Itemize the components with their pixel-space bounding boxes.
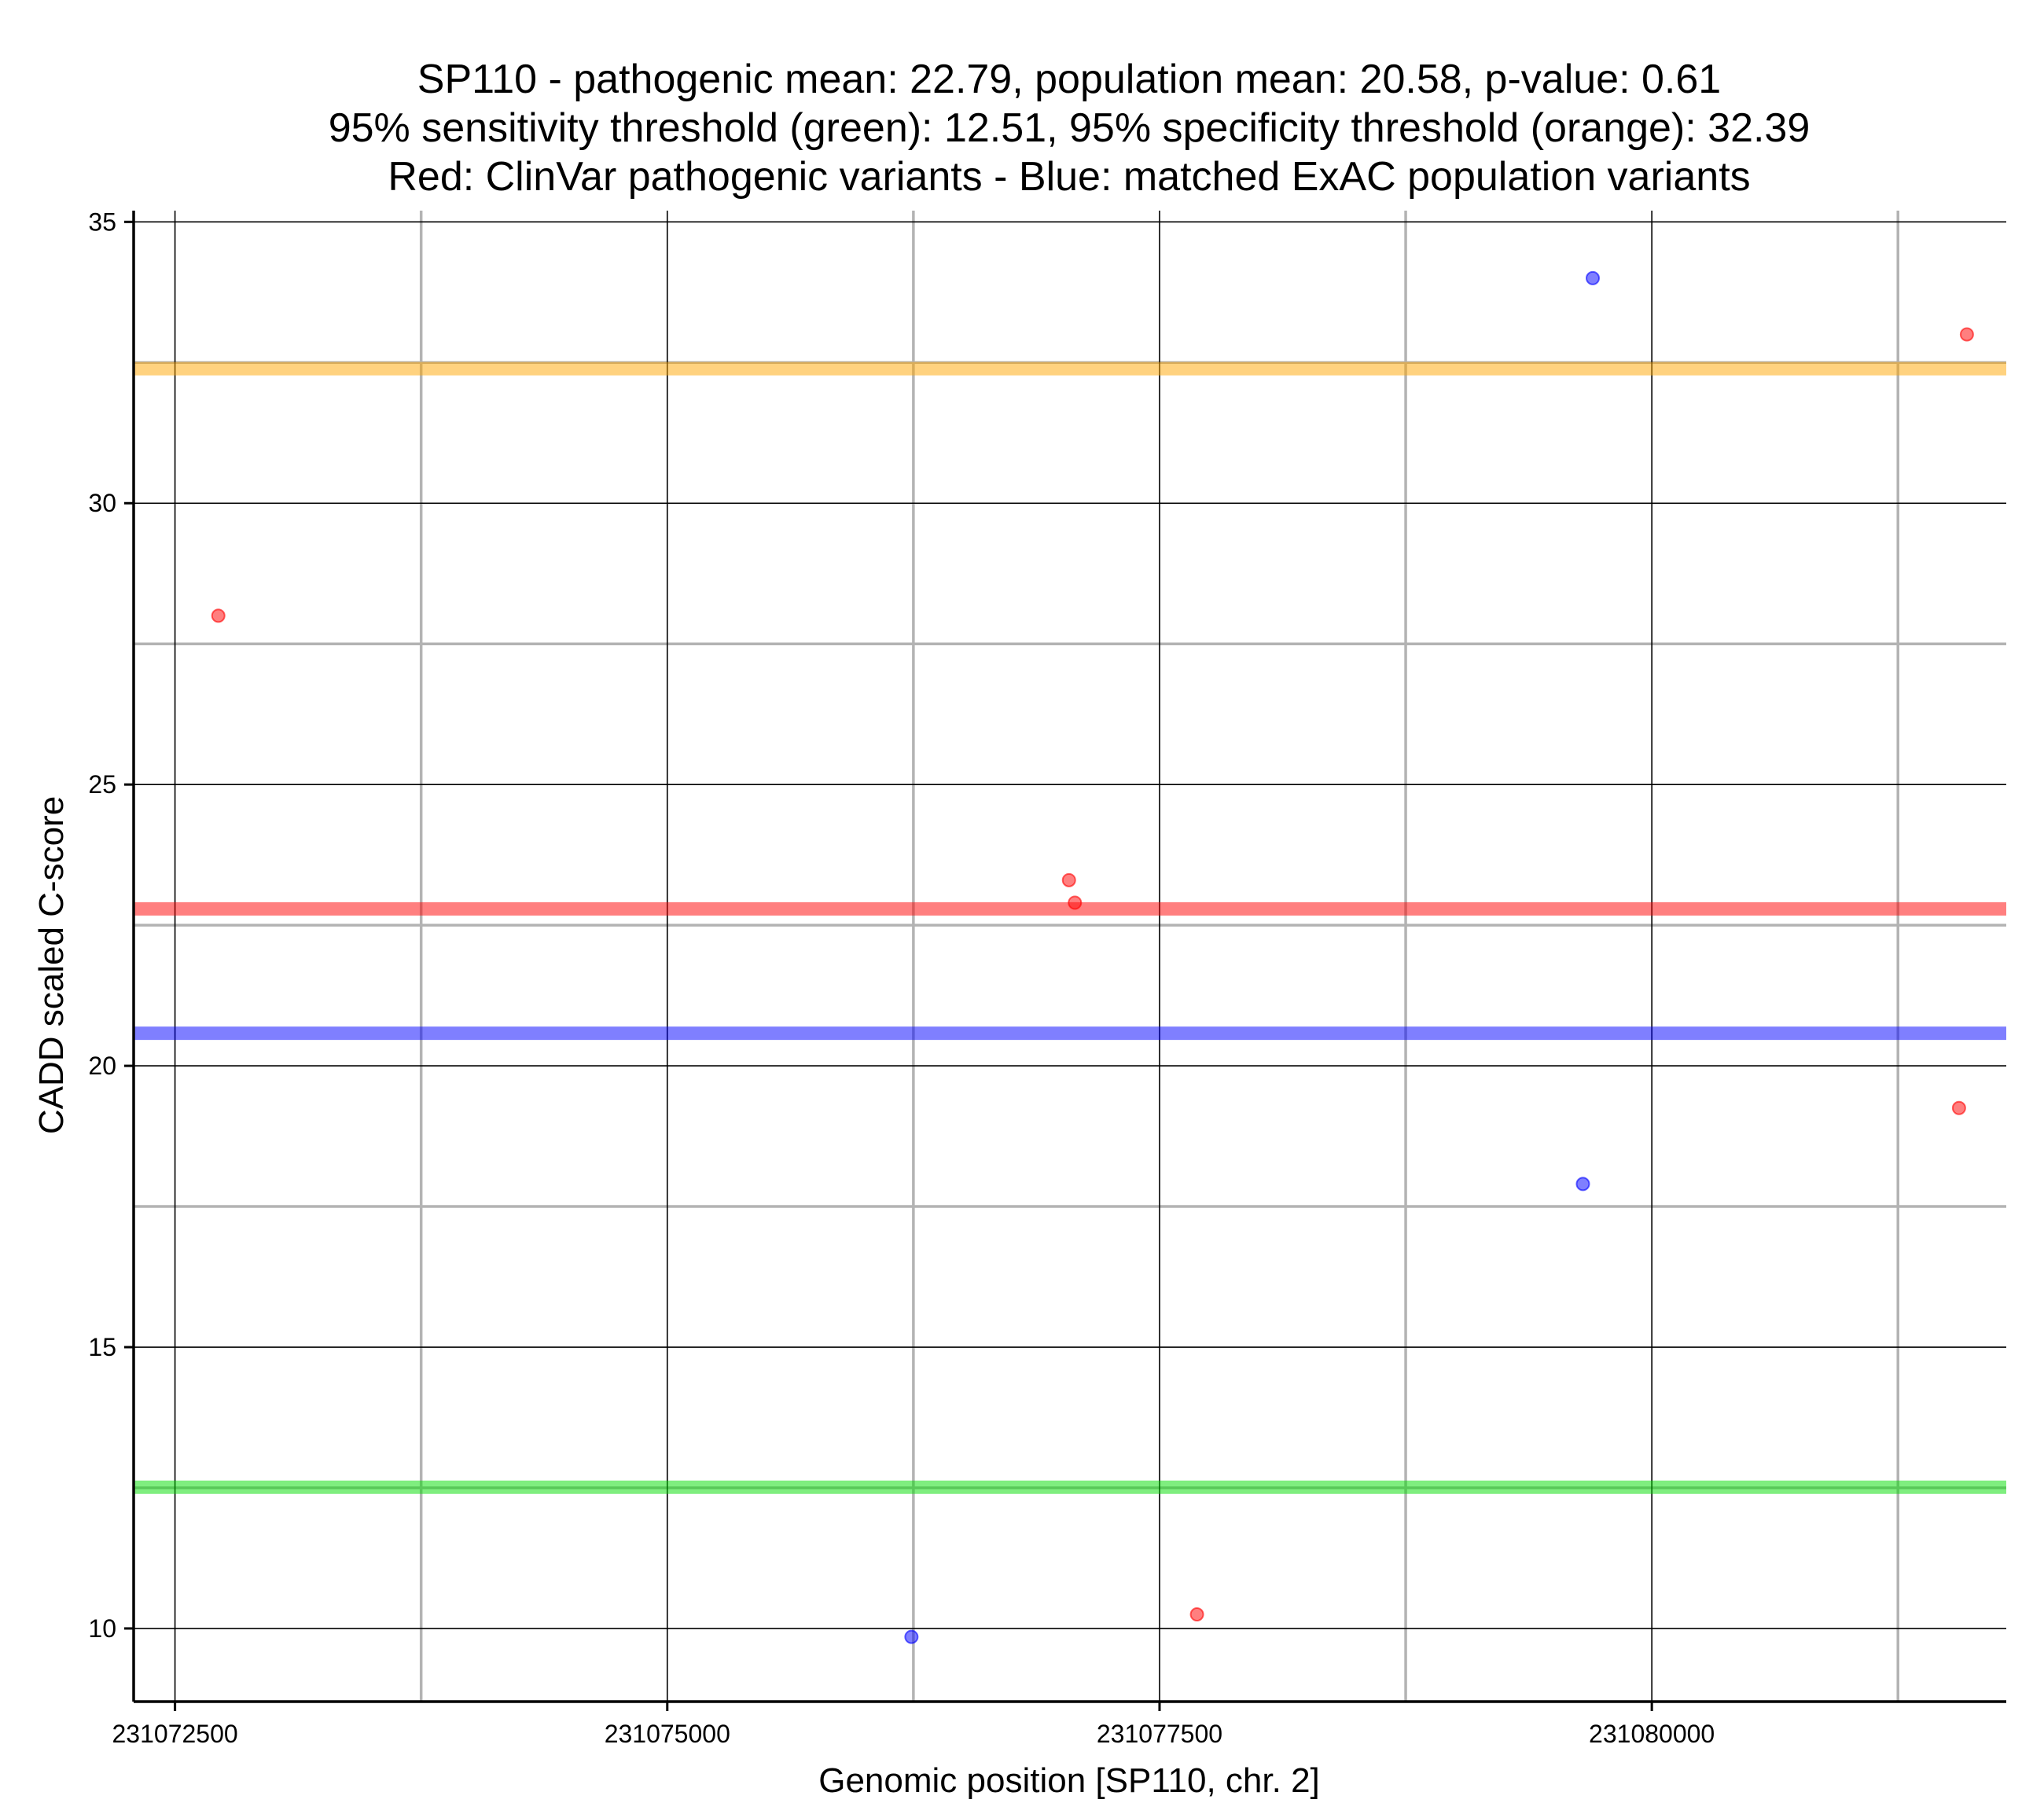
x-axis-ticks: 231072500 231075000 231077500 231080000 (112, 1702, 1715, 1748)
title-line-3: Red: ClinVar pathogenic variants - Blue:… (388, 154, 1750, 200)
chart-title: SP110 - pathogenic mean: 22.79, populati… (329, 57, 1811, 200)
major-gridlines (134, 211, 2006, 1702)
y-tick-label: 20 (88, 1052, 116, 1080)
y-tick-label: 35 (88, 207, 116, 236)
population-variant-point (904, 1629, 919, 1644)
x-tick-label: 231077500 (1097, 1720, 1222, 1748)
axes (132, 211, 2006, 1703)
y-tick-label: 10 (88, 1614, 116, 1643)
x-tick-label: 231072500 (112, 1720, 238, 1748)
title-line-1: SP110 - pathogenic mean: 22.79, populati… (417, 57, 1721, 102)
pathogenic-variant-point (211, 608, 226, 623)
y-axis-title: CADD scaled C-score (32, 796, 71, 1134)
y-tick-label: 30 (88, 489, 116, 517)
minor-gridlines (134, 211, 2006, 1702)
x-tick-label: 231080000 (1589, 1720, 1715, 1748)
x-tick-label: 231075000 (605, 1720, 730, 1748)
y-tick-label: 15 (88, 1333, 116, 1361)
population-variant-point (1586, 270, 1601, 285)
pathogenic-variant-point (1951, 1100, 1966, 1115)
reference-lines (134, 362, 2006, 1494)
x-axis-title: Genomic position [SP110, chr. 2] (818, 1761, 1320, 1800)
pathogenic-variant-point (1189, 1607, 1204, 1622)
pathogenic-variant-point (1068, 895, 1083, 910)
population-variant-point (1575, 1177, 1590, 1192)
pathogenic-variant-point (1061, 872, 1076, 887)
pathogenic-variant-point (1959, 327, 1974, 342)
title-line-2: 95% sensitivity threshold (green): 12.51… (329, 105, 1811, 151)
data-points (211, 270, 1974, 1644)
y-axis-ticks: 10 15 20 25 30 35 (88, 207, 134, 1643)
y-tick-label: 25 (88, 770, 116, 799)
